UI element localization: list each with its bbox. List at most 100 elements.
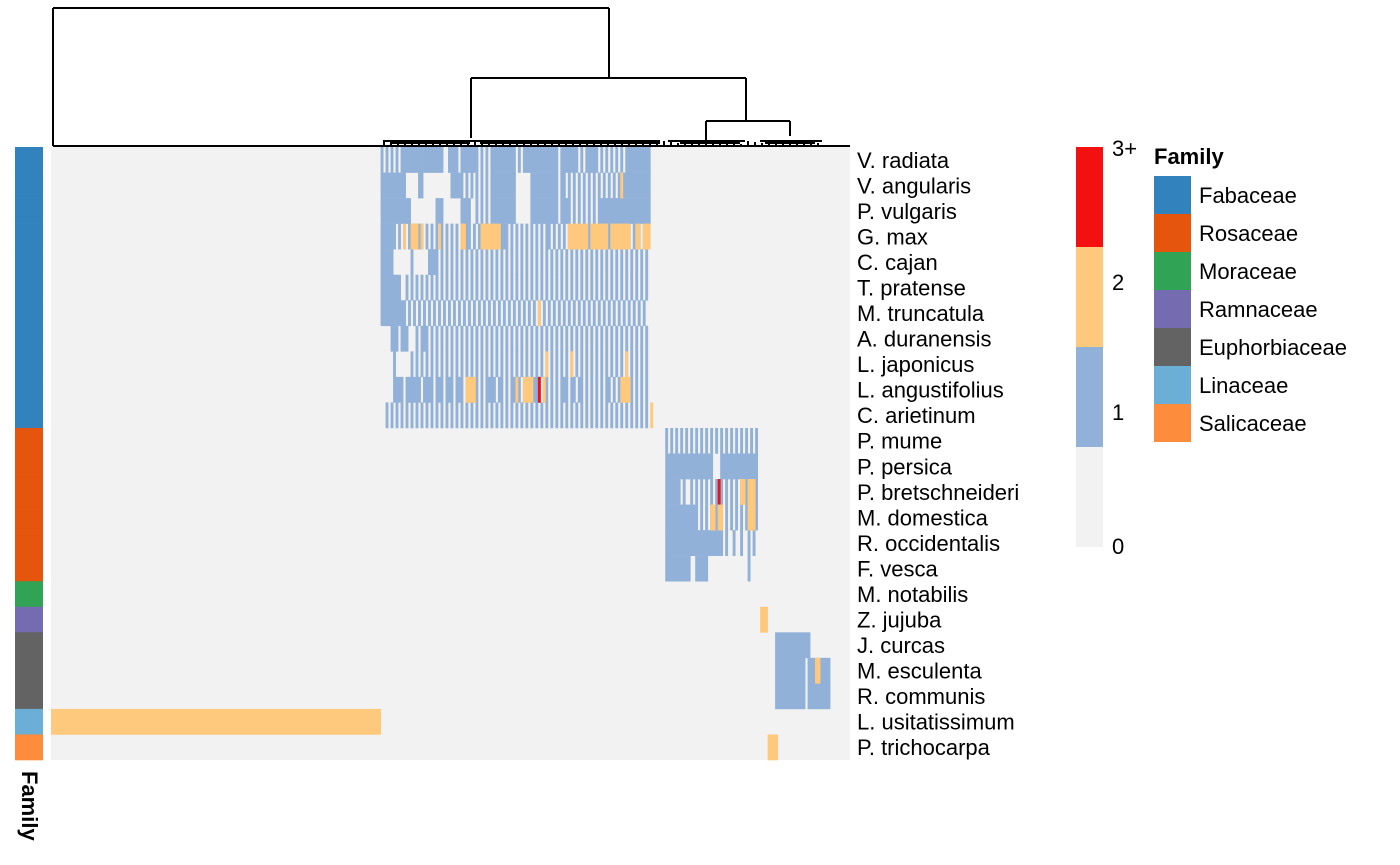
heatmap-cell (560, 147, 576, 173)
heatmap-cell (585, 351, 589, 378)
heatmap-cell (590, 376, 594, 403)
heatmap-cell (682, 479, 686, 505)
heatmap-cell (455, 325, 459, 352)
heatmap-cell (560, 351, 564, 378)
heatmap-cell (550, 376, 554, 403)
heatmap-cell (617, 172, 621, 199)
heatmap-cell (477, 223, 481, 250)
heatmap-cell (540, 223, 544, 250)
heatmap-cell (435, 325, 439, 352)
heatmap-cell (425, 274, 429, 301)
heatmap-cell (430, 402, 434, 429)
heatmap-cell (577, 172, 581, 199)
heatmap-cell (465, 274, 469, 301)
legend-label: Moraceae (1199, 259, 1297, 284)
heatmap-cell (610, 325, 614, 352)
heatmap-cell (720, 453, 759, 480)
heatmap-cell (423, 376, 434, 403)
row-label: P. vulgaris (857, 199, 957, 224)
heatmap-cell (395, 147, 399, 173)
heatmap-cell (545, 351, 549, 378)
heatmap-cell (627, 300, 631, 327)
heatmap-cell (562, 223, 566, 250)
heatmap-cell (505, 274, 509, 301)
heatmap-cell (435, 351, 439, 378)
heatmap-cell (600, 325, 604, 352)
heatmap-cell (640, 274, 644, 301)
heatmap-cell (540, 351, 544, 378)
legend-swatch (1154, 214, 1191, 252)
heatmap-cell (445, 376, 454, 403)
heatmap-cell (475, 274, 479, 301)
heatmap-cell (420, 325, 429, 352)
heatmap-cell (497, 376, 504, 403)
heatmap-cell (420, 402, 424, 429)
heatmap-cell (445, 351, 449, 378)
heatmap-cell (565, 274, 569, 301)
heatmap-cell (705, 479, 709, 505)
legend-label: Fabaceae (1199, 183, 1297, 208)
heatmap-cell (595, 351, 599, 378)
row-label: L. angustifolius (857, 378, 1004, 403)
heatmap-cell (540, 402, 544, 429)
heatmap-cell (620, 325, 624, 352)
heatmap-cell (470, 274, 474, 301)
heatmap-cell (450, 351, 454, 378)
row-label: M. notabilis (857, 582, 968, 607)
heatmap-cell (607, 172, 611, 199)
heatmap-cell (410, 402, 414, 429)
heatmap-cell (587, 223, 591, 250)
heatmap-cell (752, 530, 756, 556)
annotation-cell (15, 274, 43, 301)
heatmap-cell (730, 479, 734, 505)
heatmap-cell (640, 249, 644, 276)
heatmap-cell (625, 402, 629, 429)
heatmap-cell (602, 300, 606, 327)
heatmap-cell (575, 325, 579, 352)
heatmap-cell (490, 325, 494, 352)
heatmap-cell (530, 223, 534, 250)
heatmap-cell (622, 172, 651, 199)
heatmap-cell (585, 402, 589, 429)
heatmap-cell (682, 504, 699, 531)
heatmap-cell (472, 300, 476, 327)
heatmap-cell (380, 172, 406, 199)
heatmap-cell (505, 223, 509, 250)
heatmap-cell (717, 479, 721, 505)
heatmap-cell (605, 351, 609, 378)
heatmap-cell (475, 172, 479, 199)
heatmap-cell (582, 172, 586, 199)
heatmap-cell (570, 325, 574, 352)
heatmap-cell (740, 479, 746, 505)
row-label: M. truncatula (857, 301, 985, 326)
annotation-cell (15, 351, 43, 378)
heatmap-cell (580, 325, 584, 352)
heatmap-cell (597, 172, 601, 199)
heatmap-cell (450, 223, 454, 250)
heatmap-cell (572, 198, 576, 224)
heatmap-cell (465, 376, 476, 403)
heatmap-cell (527, 300, 531, 327)
heatmap-cell (600, 376, 604, 403)
heatmap-cell (545, 249, 549, 276)
legend-swatch (1154, 404, 1191, 442)
heatmap-cell (585, 376, 589, 403)
heatmap-cell (515, 351, 519, 378)
heatmap-cell (595, 274, 599, 301)
heatmap-cell (595, 376, 599, 403)
heatmap-cell (605, 325, 609, 352)
heatmap-cell (485, 402, 489, 429)
heatmap-cell (380, 274, 401, 301)
heatmap-cell (537, 376, 541, 403)
heatmap-cell (550, 325, 554, 352)
heatmap-cell (460, 351, 464, 378)
heatmap-cell (607, 223, 611, 250)
heatmap-cell (435, 376, 444, 403)
heatmap-cell (420, 351, 424, 378)
heatmap-cell (642, 223, 651, 250)
row-label: P. mume (857, 429, 942, 454)
heatmap-cell (580, 402, 584, 429)
heatmap-cell (545, 274, 549, 301)
heatmap-cell (725, 530, 729, 556)
